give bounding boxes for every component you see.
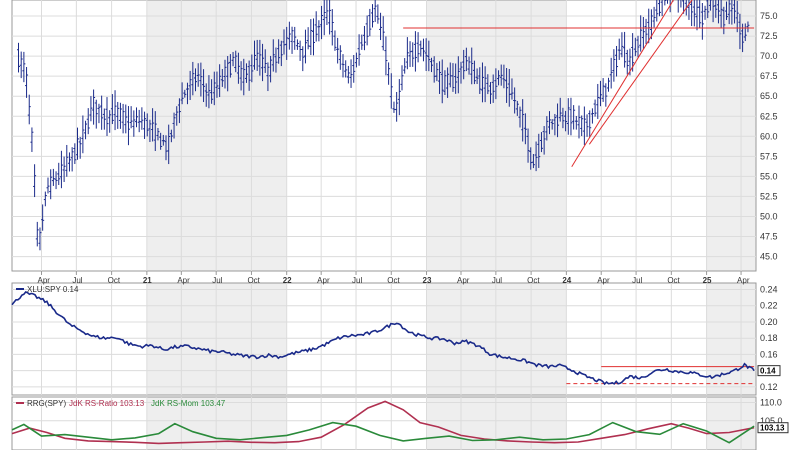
x-tick-label: Apr <box>317 276 330 285</box>
trend-line <box>588 0 693 145</box>
x-tick-label: 25 <box>703 276 712 285</box>
value-badge-label: 103.13 <box>760 424 785 433</box>
y-tick-label: 0.24 <box>760 284 778 294</box>
y-tick-label: 47.5 <box>760 232 778 242</box>
y-tick-label: 55.0 <box>760 171 778 181</box>
panel-frame <box>11 282 757 396</box>
y-tick-label: 57.5 <box>760 151 778 161</box>
rrg-line <box>11 400 755 445</box>
legend-label: XLU:SPY 0.14 <box>27 285 79 294</box>
x-tick-label: Oct <box>247 276 260 285</box>
year-band <box>426 283 567 395</box>
year-band <box>146 283 287 395</box>
y-tick-label: 65.0 <box>760 91 778 101</box>
rrg-panel: 105.0 110.0 RRG(SPY) JdK RS-Ratio 103.13 JdK… <box>11 397 789 450</box>
y-tick-label: 60.0 <box>760 131 778 141</box>
price-panel: 45.0 47.5 50.0 52.5 55.0 57.5 60.0 62.5 65.0 67.5… <box>12 0 778 271</box>
x-tick-label: Apr <box>457 276 470 285</box>
year-band <box>426 397 567 450</box>
x-tick-label: Jul <box>352 276 362 285</box>
y-tick-label: 70.0 <box>760 51 778 61</box>
y-tick-label: 0.22 <box>760 301 778 311</box>
y-tick-label: 45.0 <box>760 252 778 262</box>
legend-label: JdK RS-Mom 103.47 <box>151 399 226 408</box>
x-tick-label: Jul <box>632 276 642 285</box>
year-band <box>146 0 287 271</box>
y-tick-label: 50.0 <box>760 211 778 221</box>
y-tick-label: 62.5 <box>760 111 778 121</box>
y-tick-label: 75.0 <box>760 11 778 21</box>
x-tick-label: Apr <box>737 276 750 285</box>
rrg-line <box>11 421 755 444</box>
trend-line <box>571 0 675 168</box>
x-tick-label: 22 <box>283 276 292 285</box>
y-tick-label: 0.20 <box>760 317 778 327</box>
legend-swatch <box>16 402 24 404</box>
price-bars <box>17 0 750 251</box>
y-tick-label: 72.5 <box>760 31 778 41</box>
x-tick-label: Oct <box>527 276 540 285</box>
panel-frame <box>11 0 757 272</box>
y-tick-label: 0.12 <box>760 382 778 392</box>
background-shading <box>11 0 757 450</box>
legend-label: RRG(SPY) <box>27 399 66 408</box>
value-badge-label: 0.14 <box>760 367 776 376</box>
x-tick-label: 24 <box>562 276 571 285</box>
x-tick-label: Jul <box>492 276 502 285</box>
year-band <box>706 283 756 395</box>
legend-swatch <box>16 288 24 290</box>
x-tick-label: Oct <box>667 276 680 285</box>
x-tick-label: Jul <box>72 276 82 285</box>
value-badge <box>757 422 789 434</box>
x-tick-label: Jul <box>212 276 222 285</box>
y-tick-label: 110.0 <box>760 397 782 407</box>
ratio-panel: 0.12 0.14 0.16 0.18 0.20 0.22 0.24 XLU:SPY 0.14… <box>11 283 781 395</box>
year-band <box>426 0 567 271</box>
year-band <box>706 0 756 271</box>
y-tick-label: 105.0 <box>760 416 783 426</box>
x-tick-label: 23 <box>423 276 432 285</box>
y-tick-label: 0.18 <box>760 333 778 343</box>
panel-frame <box>11 396 757 450</box>
x-tick-label: Oct <box>108 276 121 285</box>
x-tick-label: Oct <box>387 276 400 285</box>
x-tick-label: Apr <box>37 276 50 285</box>
x-axis: Apr Jul Oct 21 Apr Jul Oct 22 Apr Jul Oct 23 Apr Jul O… <box>37 271 750 285</box>
y-tick-label: 52.5 <box>760 191 778 201</box>
y-tick-label: 67.5 <box>760 71 778 81</box>
rrg-legend: RRG(SPY) JdK RS-Ratio 103.13 JdK RS-Mom 10… <box>16 399 226 408</box>
x-tick-label: Apr <box>597 276 610 285</box>
ratio-line <box>11 291 755 386</box>
value-badge <box>757 365 781 377</box>
ratio-legend: XLU:SPY 0.14 <box>16 285 79 294</box>
legend-label: JdK RS-Ratio 103.13 <box>69 399 145 408</box>
y-tick-label: 0.16 <box>760 349 778 359</box>
x-tick-label: 21 <box>143 276 152 285</box>
x-tick-label: Apr <box>177 276 190 285</box>
